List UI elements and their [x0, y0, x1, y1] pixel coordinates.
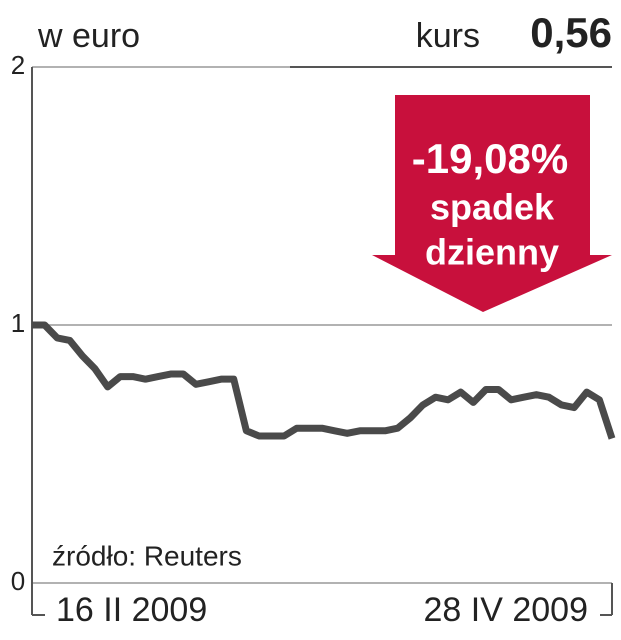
x-tick-label: 16 II 2009: [56, 591, 207, 629]
change-note: spadek: [430, 187, 555, 228]
kurs-label: kurs: [416, 17, 480, 55]
chart-title: w euro: [37, 17, 140, 55]
change-note: dzienny: [425, 232, 559, 273]
y-tick-label: 0: [11, 566, 25, 596]
y-tick-label: 2: [11, 50, 25, 80]
change: -19,08%: [412, 135, 568, 182]
x-tick-label: 28 IV 2009: [424, 591, 588, 629]
down-arrow: [372, 95, 612, 312]
line: [32, 321, 616, 440]
kurs-value: 0,56: [530, 9, 612, 56]
source: źródło: Reuters: [52, 540, 242, 571]
y-tick-label: 1: [11, 308, 25, 338]
